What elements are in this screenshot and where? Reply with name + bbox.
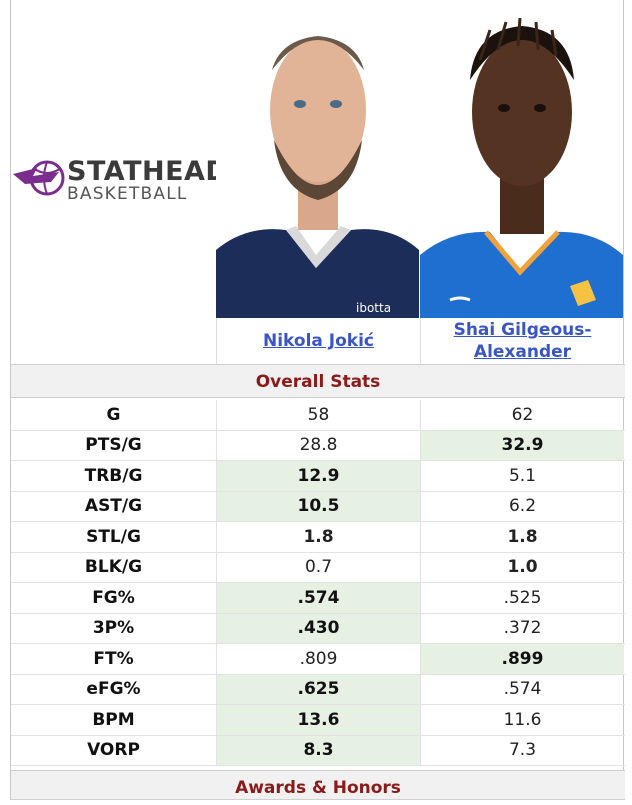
player2-stat-value: .372 [420,613,624,643]
stat-label: STL/G [86,526,141,547]
awards-honors-header: Awards & Honors [11,770,625,800]
player1-stat-value: .809 [216,644,420,674]
player2-stat-value: 6.2 [420,491,624,521]
player2-name-cell: Shai Gilgeous-Alexander [420,318,624,364]
player1-name-link[interactable]: Nikola Jokić [262,331,374,351]
stat-row: VORP 8.3 7.3 [11,735,625,766]
player1-stat-value: 13.6 [216,705,420,735]
player1-stat-value: 12.9 [216,461,420,491]
stat-row: eFG% .625.574 [11,674,625,705]
stathead-logo[interactable]: STATHEAD BASKETBALL [11,150,228,210]
player1-stat-value: 10.5 [216,491,420,521]
player2-stat-value: 1.0 [420,552,624,582]
comparison-header: STATHEAD BASKETBALL ibotta [11,0,625,364]
overall-stats-header: Overall Stats [11,364,625,398]
stat-row: FG% .574.525 [11,583,625,614]
stat-label: BPM [92,709,135,730]
stats-table: G 58 62 PTS/G 28.8 32.9 TRB/G 12.9 5.1 AST/G 10.5 6… [11,400,625,766]
stat-label: PTS/G [85,435,142,456]
stat-row: PTS/G 28.8 32.9 [11,430,625,461]
player1-stat-value: 28.8 [216,430,420,460]
stat-label: BLK/G [84,557,143,578]
player1-stat-value: .625 [216,674,420,704]
player2-stat-value: 1.8 [420,522,624,552]
logo-stathead-text: STATHEAD [67,156,229,187]
stat-row: TRB/G 12.9 5.1 [11,461,625,492]
player2-stat-value: 32.9 [420,430,624,460]
svg-text:ibotta: ibotta [356,301,391,315]
player2-stat-value: .899 [420,644,624,674]
player2-name-link[interactable]: Shai Gilgeous-Alexander [453,320,592,362]
stat-row: G 58 62 [11,400,625,431]
stat-label: VORP [87,740,140,761]
player1-name-cell: Nikola Jokić [216,318,420,364]
stat-label: eFG% [86,679,141,700]
player2-stat-value: 62 [420,400,624,430]
comparison-frame: STATHEAD BASKETBALL ibotta [10,0,625,800]
player1-stat-value: 8.3 [216,735,420,765]
stat-label: FG% [92,587,135,608]
player2-stat-value: 7.3 [420,735,624,765]
player2-stat-value: 11.6 [420,705,624,735]
stat-label: AST/G [84,496,143,517]
player1-stat-value: .574 [216,583,420,613]
player1-photo: ibotta [216,0,419,318]
stat-row: STL/G 1.8 1.8 [11,522,625,553]
player2-photo [420,0,623,318]
stat-label: FT% [93,648,134,669]
stat-row: BLK/G 0.7 1.0 [11,552,625,583]
player1-stat-value: 58 [216,400,420,430]
player2-stat-value: .525 [420,583,624,613]
stat-row: BPM 13.6 11.6 [11,705,625,736]
stat-row: FT% .809.899 [11,644,625,675]
player2-stat-value: .574 [420,674,624,704]
stat-row: 3P% .430.372 [11,613,625,644]
player2-stat-value: 5.1 [420,461,624,491]
logo-basketball-text: BASKETBALL [67,184,188,204]
stat-row: AST/G 10.5 6.2 [11,491,625,522]
stat-label: G [106,404,121,425]
stat-label: TRB/G [84,465,143,486]
player1-stat-value: .430 [216,613,420,643]
stat-label: 3P% [92,618,135,639]
basketball-logo-icon [13,160,65,196]
player1-stat-value: 1.8 [216,522,420,552]
player1-stat-value: 0.7 [216,552,420,582]
